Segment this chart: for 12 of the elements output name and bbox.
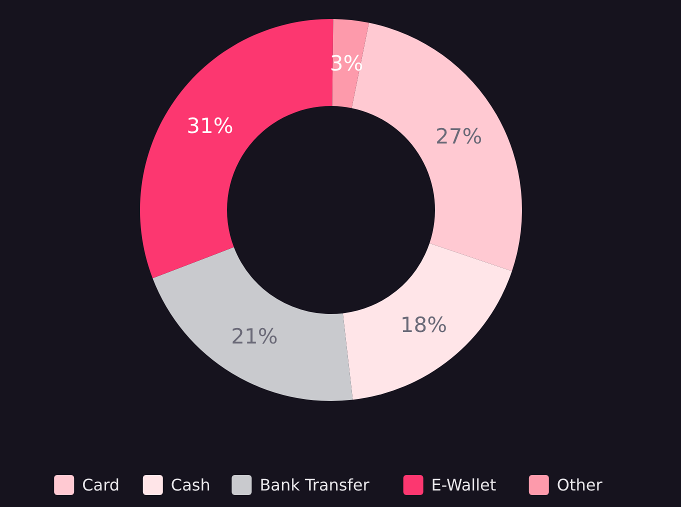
legend-label: Cash [170, 476, 210, 495]
data-label: 18% [400, 313, 448, 338]
legend-label: Bank Transfer [260, 476, 370, 495]
legend-label: Card [82, 476, 120, 495]
data-label: 31% [186, 114, 234, 138]
data-label: 27% [435, 124, 482, 149]
data-label: 21% [231, 324, 278, 348]
legend-label: Other [556, 476, 603, 495]
donut-slice [140, 19, 334, 278]
donut-slice [152, 247, 353, 401]
donut-slice [342, 243, 512, 400]
legend-label: E-Wallet [431, 476, 496, 495]
